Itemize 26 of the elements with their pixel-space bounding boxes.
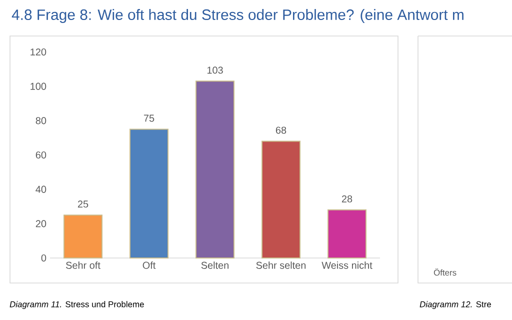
y-tick-label: 20 (36, 220, 46, 228)
data-label: 103 (207, 66, 223, 74)
x-tick-label: Weiss nicht (322, 262, 372, 269)
bar (130, 128, 169, 258)
x-tick-label: Sehr oft (66, 262, 100, 269)
y-tick-label: 80 (36, 117, 46, 124)
x-tick-label: Selten (201, 262, 228, 269)
x-tick-label: Oft (142, 262, 156, 269)
y-tick-label: 40 (36, 186, 46, 193)
bar (262, 140, 301, 258)
text: Diagramm 12. Stre (420, 301, 491, 309)
y-tick-label: 100 (30, 82, 46, 90)
y-tick-label: 60 (36, 151, 46, 159)
data-label: 68 (276, 126, 286, 134)
bar (328, 209, 367, 258)
data-label: 25 (78, 200, 88, 208)
data-label: 28 (342, 195, 352, 202)
y-tick-label: 120 (30, 48, 46, 56)
bar (64, 214, 103, 258)
text: Öfters (434, 268, 456, 276)
bar (196, 80, 235, 258)
text: Diagramm 11. Stress und Probleme (10, 301, 144, 309)
data-label: 75 (144, 114, 154, 122)
y-tick-label: 0 (41, 254, 46, 262)
chart-title: 4.8 Frage 8: Wie oft hast du Stress oder Probleme? (eine Antwort m (12, 9, 464, 23)
x-tick-label: Sehr selten (256, 262, 306, 269)
